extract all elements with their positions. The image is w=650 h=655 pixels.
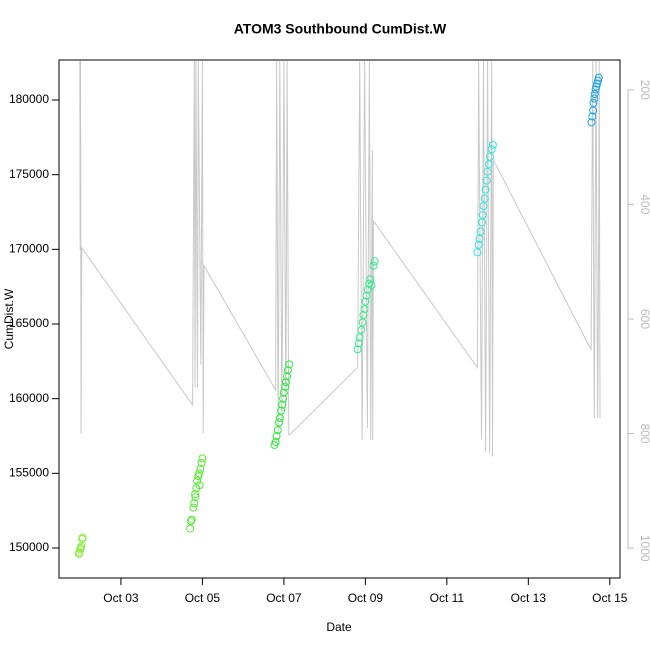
point [360, 305, 369, 314]
point [484, 160, 493, 169]
y2-tick-label: 800 [638, 424, 650, 444]
x-tick-label: Oct 09 [348, 591, 384, 605]
point [191, 490, 200, 499]
point [362, 291, 371, 300]
point [195, 469, 204, 478]
point [480, 194, 489, 203]
point [191, 493, 200, 502]
point [481, 185, 490, 194]
y-tick-label: 170000 [9, 242, 49, 256]
point [285, 360, 294, 369]
point [281, 382, 290, 391]
y-tick-label: 180000 [9, 92, 49, 106]
point [474, 240, 483, 249]
point [271, 437, 280, 446]
point [590, 94, 599, 103]
point [194, 472, 203, 481]
point [483, 167, 492, 176]
point [279, 388, 288, 397]
point [77, 542, 86, 551]
y2-tick-label: 600 [638, 309, 650, 329]
point [76, 543, 85, 552]
point [277, 406, 286, 415]
point [197, 458, 206, 467]
point [358, 318, 367, 327]
x-tick-label: Oct 13 [511, 591, 547, 605]
point [488, 140, 497, 149]
point [279, 394, 288, 403]
y2-tick-label: 1000 [638, 535, 650, 562]
chart-title: ATOM3 Southbound CumDist.W [234, 21, 447, 37]
point [590, 90, 599, 99]
y2-tick-label: 400 [638, 194, 650, 214]
point [187, 515, 196, 524]
y2-tick-label: 200 [638, 80, 650, 100]
plot-box [58, 59, 621, 579]
point [365, 279, 374, 288]
point [588, 112, 597, 121]
point [78, 533, 87, 542]
point [283, 366, 292, 375]
point [272, 431, 281, 440]
point [195, 481, 204, 490]
point [357, 325, 366, 334]
point [366, 275, 375, 284]
point [196, 464, 205, 473]
y-tick-label: 165000 [9, 316, 49, 330]
point [189, 503, 198, 512]
point [478, 210, 487, 219]
x-axis-label: Date [326, 620, 352, 634]
x-tick-label: Oct 05 [185, 591, 221, 605]
point [361, 297, 370, 306]
point [275, 414, 284, 423]
point [589, 99, 598, 108]
point [186, 524, 195, 533]
point [487, 145, 496, 154]
y-tick-label: 175000 [9, 167, 49, 181]
point [476, 227, 485, 236]
point [477, 218, 486, 227]
x-tick-label: Oct 15 [592, 591, 628, 605]
point [486, 152, 495, 161]
point [193, 476, 202, 485]
point [591, 85, 600, 94]
y-tick-label: 155000 [9, 465, 49, 479]
point [278, 400, 287, 409]
point [354, 339, 363, 348]
y-tick-label: 150000 [9, 540, 49, 554]
point [475, 234, 484, 243]
point [593, 79, 602, 88]
point [359, 311, 368, 320]
x-tick-label: Oct 11 [430, 591, 465, 605]
point [355, 333, 364, 342]
plot-area [74, 61, 603, 558]
point [369, 261, 378, 270]
point [370, 257, 379, 266]
line-series [79, 61, 601, 457]
point [283, 372, 292, 381]
point [190, 499, 199, 508]
point [473, 248, 482, 257]
point [273, 426, 282, 435]
point [275, 418, 283, 427]
point [367, 281, 376, 290]
point [592, 82, 601, 91]
point [594, 73, 603, 82]
point [482, 176, 491, 185]
y-axis-label: CumDist.W [2, 288, 16, 349]
y-tick-label: 160000 [9, 391, 49, 405]
point [281, 378, 290, 387]
point [198, 454, 207, 463]
point [587, 118, 596, 127]
point [353, 345, 362, 354]
x-tick-label: Oct 07 [266, 591, 302, 605]
x-tick-label: Oct 03 [103, 591, 139, 605]
point [594, 76, 602, 85]
point [479, 202, 488, 211]
point [187, 517, 195, 526]
